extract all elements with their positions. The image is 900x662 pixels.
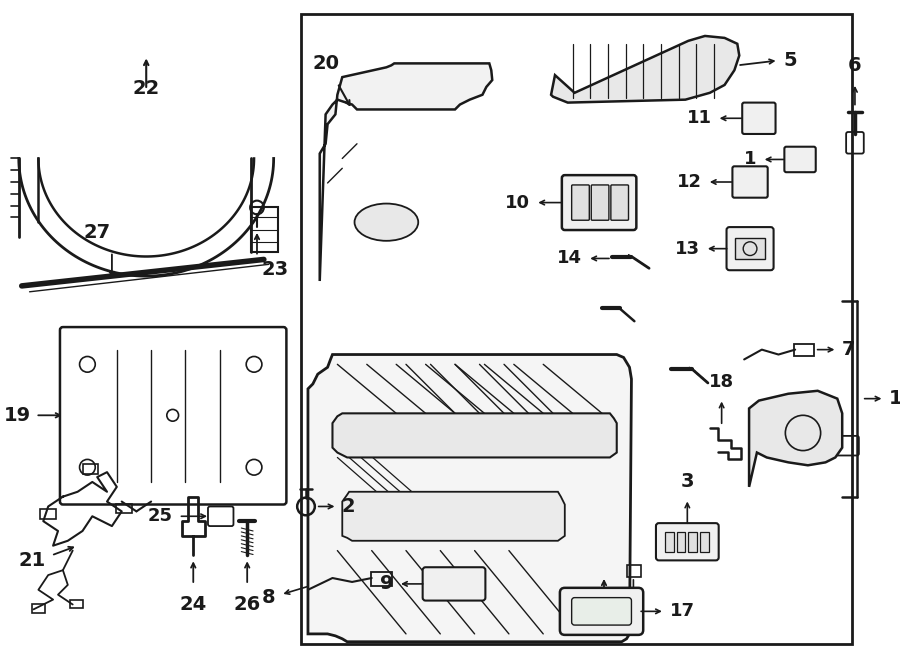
Bar — [688, 532, 698, 551]
Bar — [700, 532, 709, 551]
Text: 4: 4 — [792, 436, 806, 455]
Bar — [83, 464, 98, 474]
Bar — [665, 532, 673, 551]
Bar — [371, 572, 392, 586]
Polygon shape — [342, 492, 565, 541]
FancyBboxPatch shape — [733, 166, 768, 198]
Text: 10: 10 — [505, 193, 529, 212]
Bar — [677, 532, 686, 551]
Text: 8: 8 — [262, 588, 275, 607]
Text: 18: 18 — [709, 373, 734, 391]
Text: 23: 23 — [262, 260, 289, 279]
Bar — [302, 15, 852, 643]
Text: 1: 1 — [744, 150, 757, 168]
Polygon shape — [332, 413, 616, 457]
FancyBboxPatch shape — [726, 227, 774, 270]
Polygon shape — [551, 36, 739, 103]
FancyBboxPatch shape — [572, 185, 590, 220]
Text: 1: 1 — [889, 389, 900, 408]
Text: 25: 25 — [148, 507, 173, 525]
Polygon shape — [308, 355, 632, 641]
Text: 3: 3 — [680, 472, 694, 491]
Text: 12: 12 — [677, 173, 702, 191]
FancyBboxPatch shape — [611, 185, 628, 220]
Text: 15: 15 — [621, 589, 646, 606]
Bar — [70, 600, 84, 608]
FancyBboxPatch shape — [562, 175, 636, 230]
Bar — [40, 509, 56, 519]
Text: 11: 11 — [687, 109, 712, 127]
Bar — [794, 344, 814, 356]
Bar — [626, 565, 642, 577]
FancyBboxPatch shape — [742, 103, 776, 134]
Text: 19: 19 — [4, 406, 31, 425]
Bar — [735, 238, 765, 260]
Text: 27: 27 — [84, 223, 111, 242]
FancyBboxPatch shape — [572, 598, 632, 625]
Bar — [32, 604, 45, 613]
Text: 14: 14 — [557, 250, 582, 267]
Polygon shape — [749, 391, 842, 487]
FancyBboxPatch shape — [423, 567, 485, 600]
FancyBboxPatch shape — [560, 588, 643, 635]
Text: 22: 22 — [132, 79, 160, 98]
FancyBboxPatch shape — [656, 523, 719, 560]
Bar — [116, 504, 131, 513]
FancyBboxPatch shape — [785, 147, 815, 172]
Text: 17: 17 — [670, 602, 695, 620]
Text: 20: 20 — [312, 54, 339, 73]
Text: 5: 5 — [783, 51, 797, 70]
Text: 7: 7 — [842, 340, 856, 359]
Text: 26: 26 — [234, 594, 261, 614]
Text: 6: 6 — [848, 56, 862, 75]
Ellipse shape — [355, 204, 418, 241]
Text: 9: 9 — [380, 575, 393, 593]
Text: 2: 2 — [341, 497, 355, 516]
Text: 16: 16 — [591, 589, 617, 606]
Text: 21: 21 — [18, 551, 45, 570]
Polygon shape — [320, 64, 492, 281]
Bar — [251, 207, 278, 252]
Text: 24: 24 — [180, 594, 207, 614]
FancyBboxPatch shape — [591, 185, 609, 220]
Text: 13: 13 — [675, 240, 700, 258]
